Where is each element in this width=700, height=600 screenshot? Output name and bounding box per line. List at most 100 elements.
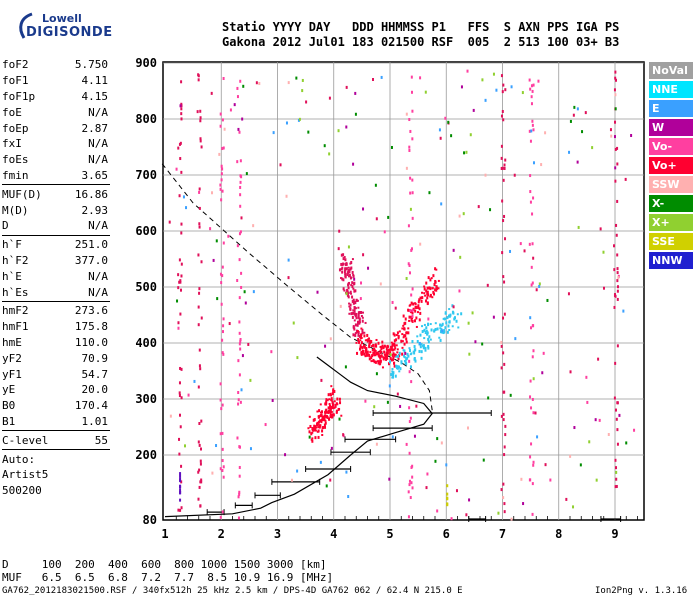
echo-point xyxy=(391,435,394,439)
echo-point xyxy=(407,262,410,266)
echo-point xyxy=(199,116,202,120)
echo-point xyxy=(531,482,534,486)
param-value: N/A xyxy=(88,285,108,299)
echo-point xyxy=(386,351,389,355)
y-tick-label: 300 xyxy=(135,392,157,406)
header-values: Gakona 2012 Jul01 183 021500 RSF 005 2 5… xyxy=(222,35,620,49)
echo-point xyxy=(419,242,422,246)
echo-point xyxy=(301,78,304,82)
echo-point xyxy=(351,270,354,274)
echo-point xyxy=(178,437,181,441)
echo-point xyxy=(531,89,534,93)
echo-point xyxy=(177,286,180,290)
echo-point xyxy=(586,400,589,404)
echo-point xyxy=(360,336,363,339)
echo-point xyxy=(240,216,243,220)
echo-point xyxy=(423,337,426,340)
echo-point xyxy=(503,166,506,170)
echo-point xyxy=(467,321,470,325)
echo-point xyxy=(338,229,341,233)
echo-point xyxy=(179,413,182,417)
echo-point xyxy=(502,482,505,486)
echo-point xyxy=(401,340,404,343)
echo-point xyxy=(321,429,324,433)
echo-point xyxy=(391,371,394,375)
legend-item-x: X- xyxy=(649,195,693,212)
echo-point xyxy=(353,312,356,316)
echo-point xyxy=(588,440,591,444)
echo-point xyxy=(613,305,616,309)
echo-point xyxy=(369,342,372,345)
echo-point xyxy=(179,488,182,492)
echo-point xyxy=(313,424,316,428)
echo-point xyxy=(487,396,490,400)
echo-point xyxy=(616,271,619,275)
echo-point xyxy=(437,287,440,290)
echo-point xyxy=(380,348,383,351)
echo-point xyxy=(216,297,219,301)
echo-point xyxy=(367,266,370,270)
param-value: 16.86 xyxy=(74,187,108,201)
echo-point xyxy=(502,219,505,223)
echo-point xyxy=(221,265,224,269)
echo-point xyxy=(502,178,505,182)
echo-point xyxy=(372,78,375,82)
echo-point xyxy=(222,317,225,321)
echo-point xyxy=(613,396,616,400)
echo-point xyxy=(538,285,541,289)
echo-point xyxy=(530,406,533,410)
echo-point xyxy=(501,166,504,170)
echo-point xyxy=(409,353,412,356)
echo-point xyxy=(347,270,350,273)
echo-point xyxy=(179,280,182,284)
echo-point xyxy=(237,402,240,406)
param-key: h`Es xyxy=(2,285,29,299)
echo-point xyxy=(353,306,356,310)
echo-point xyxy=(353,277,356,281)
echo-point xyxy=(342,257,345,261)
echo-point xyxy=(327,393,330,397)
param-key: foF2 xyxy=(2,58,29,72)
echo-point xyxy=(411,475,414,479)
divider xyxy=(2,234,110,236)
echo-point xyxy=(416,340,419,344)
param-key: fmin xyxy=(2,168,29,182)
y-tick-label: 500 xyxy=(135,280,157,294)
echo-point xyxy=(591,146,594,150)
echo-point xyxy=(355,298,358,302)
echo-point xyxy=(344,268,347,272)
echo-point xyxy=(408,420,411,424)
echo-point xyxy=(503,280,506,284)
echo-point xyxy=(340,253,343,257)
echo-point xyxy=(396,351,399,354)
param-value: 170.4 xyxy=(74,399,108,413)
echo-point xyxy=(355,316,358,320)
echo-point xyxy=(433,282,436,286)
echo-point xyxy=(581,130,584,134)
echo-point xyxy=(341,270,344,274)
footer-distance-row: D 100 200 400 600 800 1000 1500 3000 [km… xyxy=(2,558,327,571)
echo-point xyxy=(353,282,356,286)
echo-point xyxy=(388,348,391,352)
echo-point xyxy=(423,287,426,291)
echo-point xyxy=(177,146,180,150)
echo-point xyxy=(221,431,224,435)
echo-point xyxy=(391,358,394,361)
echo-point xyxy=(530,95,533,99)
echo-point xyxy=(200,260,203,264)
param-value: 55 xyxy=(94,433,108,447)
echo-point xyxy=(335,409,338,413)
echo-point xyxy=(576,160,579,164)
echo-point xyxy=(354,332,357,335)
echo-point xyxy=(428,286,431,290)
echo-point xyxy=(529,87,532,91)
echo-point xyxy=(407,224,410,228)
echo-point xyxy=(497,511,500,515)
echo-point xyxy=(441,322,444,326)
echo-point xyxy=(390,145,393,149)
echo-point xyxy=(405,337,408,341)
echo-point xyxy=(386,400,389,404)
echo-point xyxy=(433,330,436,333)
echo-point xyxy=(336,397,339,401)
echo-point xyxy=(386,349,389,352)
